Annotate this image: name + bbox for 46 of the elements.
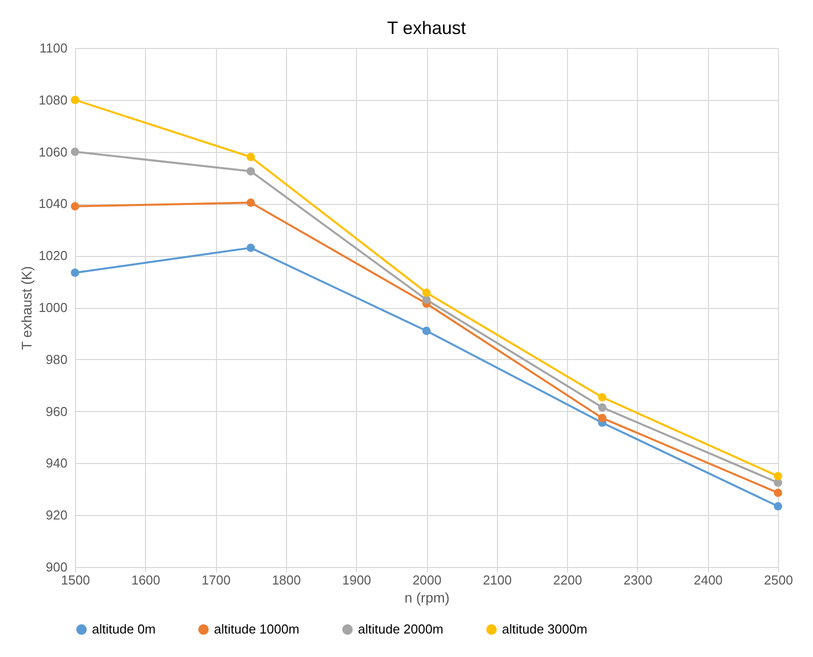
- y-tick-label: 980: [46, 352, 68, 367]
- x-tick-label: 1600: [131, 572, 160, 588]
- point: [70, 96, 80, 104]
- point: [774, 502, 782, 510]
- y-tick-label: 1080: [38, 92, 68, 108]
- point: [246, 167, 255, 176]
- y-tick-label: 1060: [38, 144, 68, 160]
- legend-label: altitude 3000m: [502, 622, 588, 637]
- point: [422, 296, 431, 304]
- x-tick-label: 1500: [61, 572, 90, 588]
- y-tick-label: 1040: [38, 196, 68, 212]
- point: [70, 148, 80, 156]
- chart-title: T exhaust: [387, 18, 466, 38]
- point: [422, 288, 431, 297]
- y-axis-title: T exhaust (K): [18, 266, 35, 350]
- x-tick-label: 2300: [623, 572, 652, 588]
- point: [598, 403, 606, 412]
- y-tick-label: 960: [46, 404, 68, 419]
- legend-label: altitude 2000m: [358, 622, 444, 637]
- x-tick-label: 2500: [764, 572, 793, 588]
- point: [598, 414, 606, 422]
- point: [422, 326, 431, 336]
- point: [246, 198, 255, 207]
- x-tick-label: 1800: [272, 572, 301, 588]
- point: [70, 268, 80, 277]
- y-tick-label: 1100: [40, 40, 68, 56]
- legend-label: altitude 0m: [92, 622, 156, 637]
- legend-label: altitude 1000m: [214, 622, 300, 637]
- y-tick-label: 1020: [38, 248, 68, 264]
- point: [598, 393, 606, 402]
- point: [246, 244, 255, 252]
- x-tick-label: 2100: [482, 572, 512, 588]
- point: [70, 202, 80, 210]
- y-tick-label: 1000: [38, 300, 68, 315]
- x-tick-label: 1700: [202, 572, 231, 588]
- y-tick-label: 940: [46, 456, 68, 471]
- x-tick-label: 1900: [342, 572, 372, 588]
- x-tick-label: 2200: [553, 572, 582, 588]
- x-axis-title: n (rpm): [404, 590, 450, 606]
- point: [774, 488, 782, 497]
- y-tick-label: 900: [46, 560, 68, 574]
- x-tick-label: 2000: [412, 572, 442, 588]
- point: [774, 472, 782, 480]
- point: [246, 152, 255, 162]
- x-tick-label: 2400: [694, 572, 723, 588]
- y-tick-label: 920: [46, 508, 68, 523]
